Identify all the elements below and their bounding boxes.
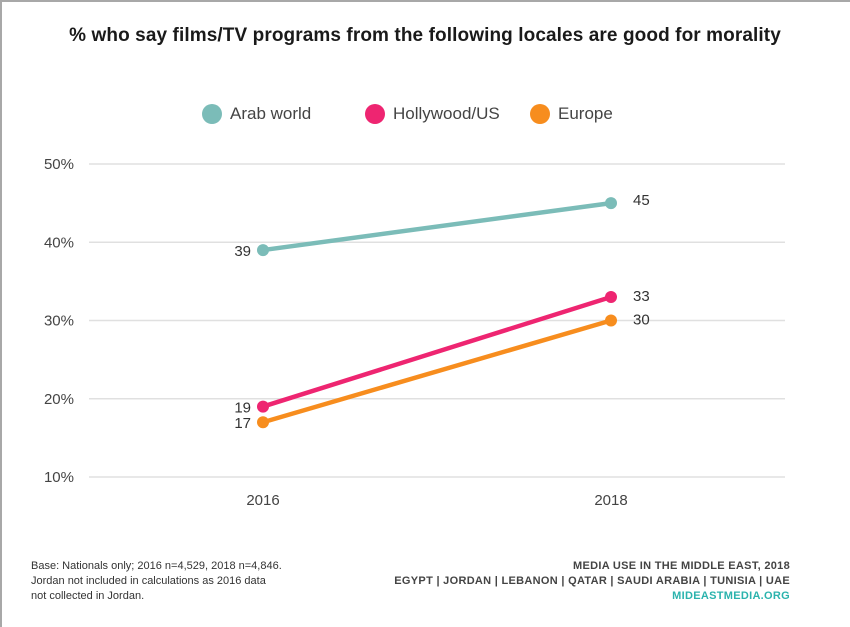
- footnote-line: Base: Nationals only; 2016 n=4,529, 2018…: [31, 560, 282, 572]
- data-label: 17: [234, 415, 251, 432]
- chart-title: % who say films/TV programs from the fol…: [69, 25, 781, 46]
- credits-countries: EGYPT | JORDAN | LEBANON | QATAR | SAUDI…: [394, 575, 790, 587]
- data-point: [257, 416, 269, 429]
- data-label: 33: [633, 288, 650, 305]
- footnote-line: not collected in Jordan.: [31, 590, 145, 602]
- legend-item-arab-world: Arab world: [202, 104, 311, 124]
- legend-item-europe: Europe: [530, 104, 613, 124]
- x-tick-label: 2016: [246, 492, 279, 509]
- y-tick-label: 30%: [44, 313, 74, 330]
- footnote-line: Jordan not included in calculations as 2…: [31, 575, 266, 587]
- legend-marker-icon: [530, 104, 550, 124]
- legend: Arab world Hollywood/US Europe: [0, 104, 850, 126]
- series-line: [260, 200, 614, 253]
- y-tick-label: 10%: [44, 469, 74, 486]
- legend-marker-icon: [365, 104, 385, 124]
- data-point: [605, 291, 617, 304]
- credits-website-link[interactable]: MIDEASTMEDIA.ORG: [672, 590, 790, 602]
- series-line: [260, 318, 614, 425]
- data-label: 39: [234, 243, 251, 260]
- y-tick-label: 40%: [44, 234, 74, 251]
- legend-label: Europe: [558, 104, 613, 123]
- data-point: [257, 400, 269, 413]
- gridlines: [89, 163, 785, 478]
- credits-survey: MEDIA USE IN THE MIDDLE EAST, 2018: [573, 560, 790, 572]
- data-label: 45: [633, 192, 650, 209]
- y-tick-label: 50%: [44, 156, 74, 173]
- series-arab-world: 39 45: [234, 192, 649, 260]
- data-label: 30: [633, 312, 650, 329]
- data-point: [257, 244, 269, 257]
- data-point: [605, 314, 617, 327]
- credits: MEDIA USE IN THE MIDDLE EAST, 2018 EGYPT…: [394, 559, 790, 604]
- data-label: 19: [234, 400, 251, 417]
- series-line: [260, 294, 614, 409]
- footnote: Base: Nationals only; 2016 n=4,529, 2018…: [31, 559, 282, 604]
- x-tick-label: 2018: [594, 492, 627, 509]
- legend-label: Hollywood/US: [393, 104, 500, 123]
- legend-item-hollywood-us: Hollywood/US: [365, 104, 500, 124]
- x-axis: 2016 2018: [246, 492, 627, 509]
- data-point: [605, 197, 617, 210]
- y-axis: 10% 20% 30% 40% 50%: [44, 156, 74, 486]
- legend-marker-icon: [202, 104, 222, 124]
- y-tick-label: 20%: [44, 391, 74, 408]
- legend-label: Arab world: [230, 104, 312, 123]
